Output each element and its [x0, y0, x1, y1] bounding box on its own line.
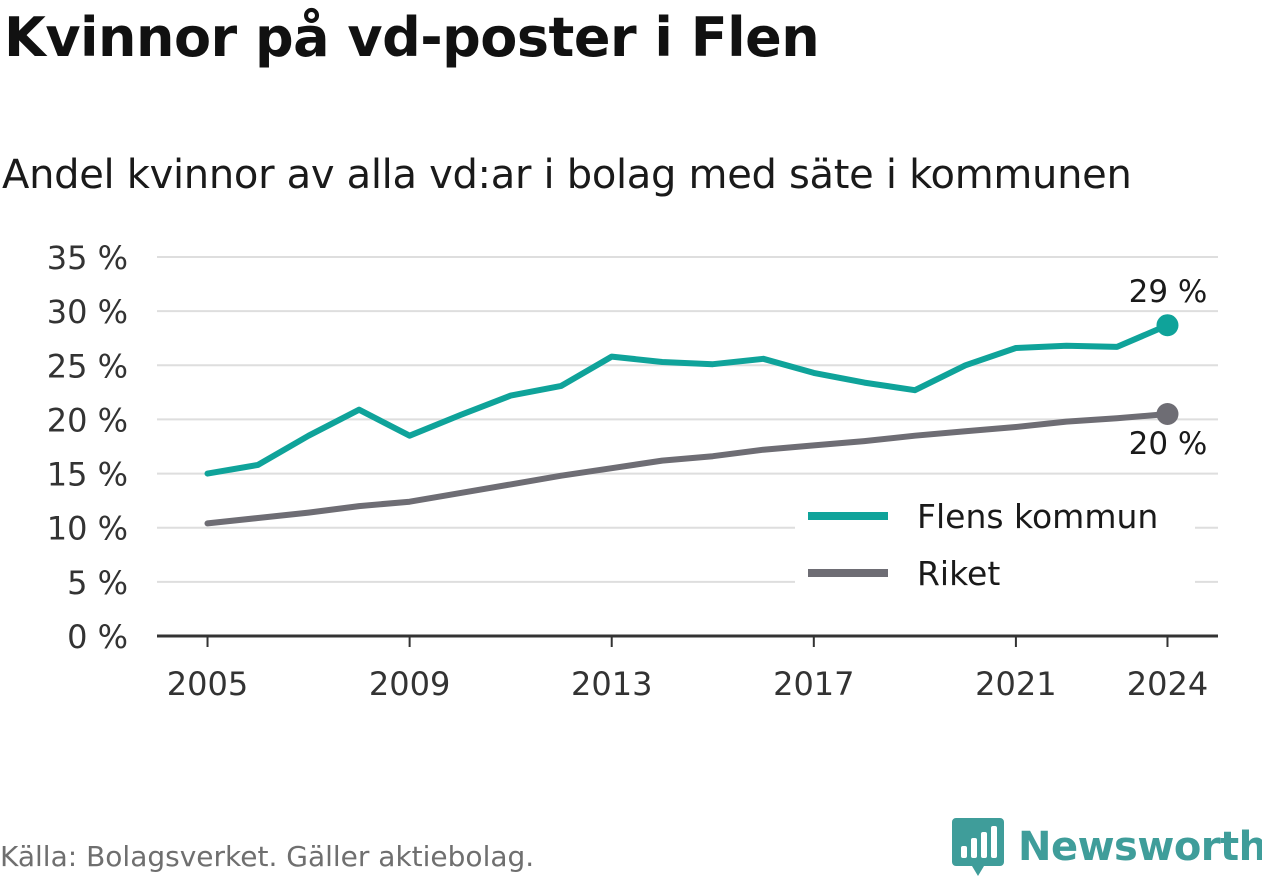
gridlines: [157, 256, 1218, 583]
y-tick-label: 25 %: [47, 347, 128, 385]
y-tick-label: 5 %: [67, 564, 128, 602]
series-lines: [204, 314, 1179, 527]
chart-subtitle: Andel kvinnor av alla vd:ar i bolag med …: [2, 152, 1132, 198]
data-label-end: 29 %: [1129, 274, 1208, 310]
x-tick-label: 2013: [571, 665, 652, 703]
y-tick-label: 15 %: [47, 456, 128, 494]
y-tick-label: 35 %: [47, 239, 128, 277]
x-axis-tick-labels: 2005 2009 2013 2017 2021 2024: [167, 665, 1208, 703]
series-line-flens-kommun: [204, 322, 1171, 477]
series-end-point: [1156, 314, 1179, 337]
y-tick-label: 20 %: [47, 401, 128, 439]
end-labels: 29 % 20 %: [1129, 274, 1208, 462]
x-axis: [157, 634, 1218, 647]
series-line-riket: [204, 411, 1171, 527]
legend-label: Riket: [917, 554, 1000, 593]
y-tick-label: 0 %: [67, 618, 128, 656]
x-tick-label: 2005: [167, 665, 248, 703]
y-axis-tick-labels: 0 % 5 % 10 % 15 % 20 % 25 % 30 % 35 %: [47, 239, 128, 656]
legend: Flens kommun Riket: [795, 488, 1195, 606]
brand-name: Newsworthy: [1018, 824, 1262, 870]
y-tick-label: 10 %: [47, 510, 128, 548]
legend-label: Flens kommun: [917, 497, 1158, 536]
legend-background: [795, 488, 1195, 606]
newsworthy-logo-icon: [952, 818, 1004, 876]
chart-title: Kvinnor på vd-poster i Flen: [4, 6, 820, 69]
source-note: Källa: Bolagsverket. Gäller aktiebolag.: [0, 840, 535, 873]
x-tick-label: 2021: [975, 665, 1056, 703]
x-tick-label: 2009: [369, 665, 450, 703]
data-label-end: 20 %: [1129, 426, 1208, 462]
brand-logo: Newsworthy: [952, 818, 1262, 876]
x-tick-label: 2017: [773, 665, 854, 703]
series-end-point: [1156, 403, 1179, 426]
x-tick-label: 2024: [1127, 665, 1208, 703]
y-tick-label: 30 %: [47, 293, 128, 331]
